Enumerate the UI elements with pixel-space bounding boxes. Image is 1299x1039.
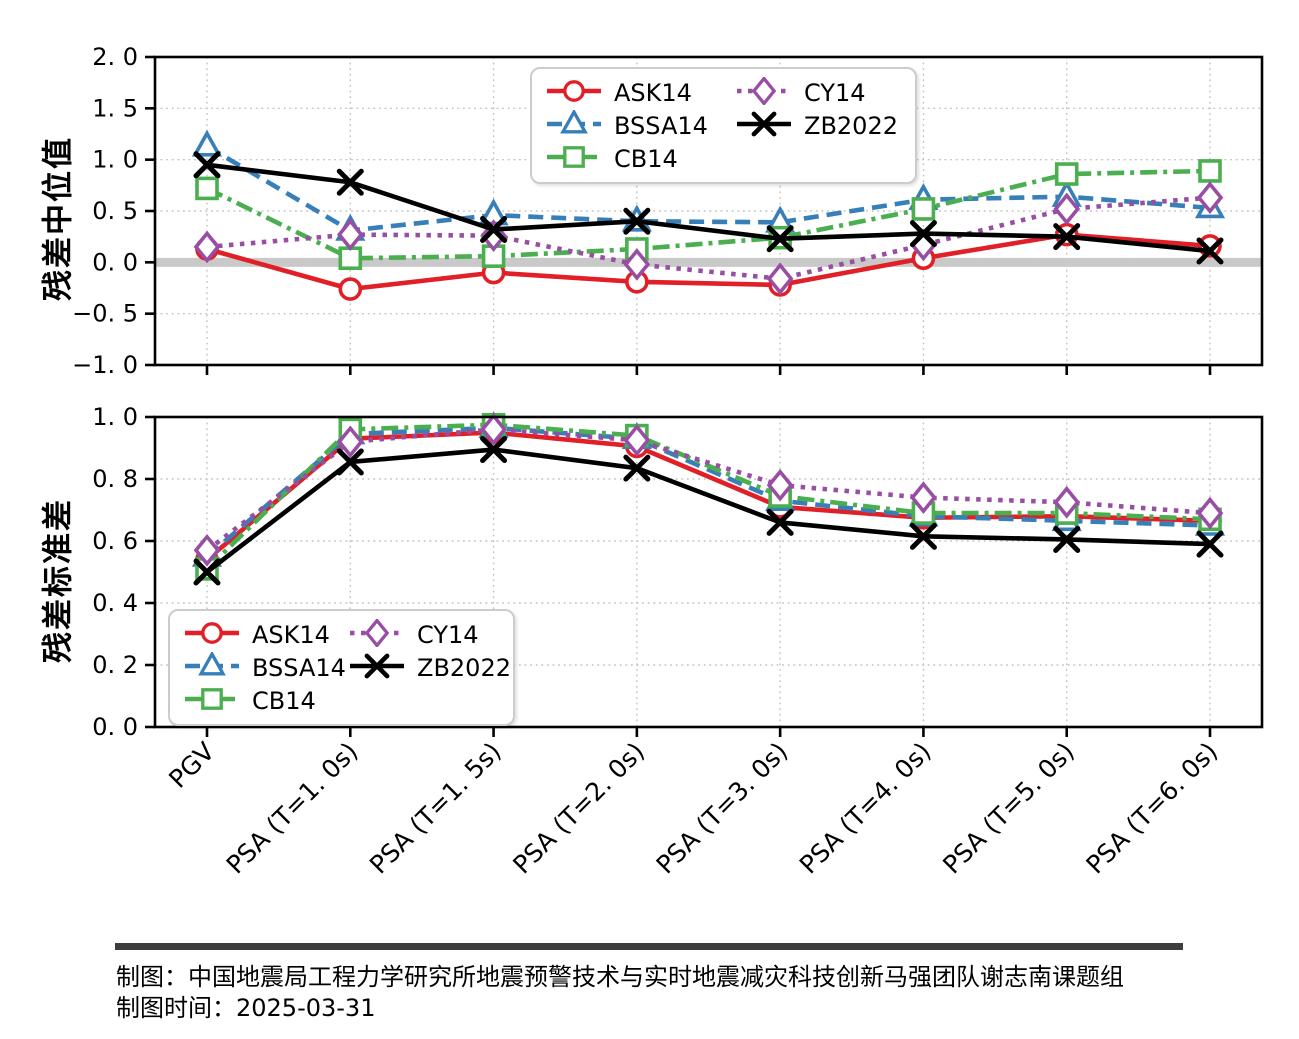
y-tick-label: −0. 5 <box>72 300 138 328</box>
legend-label: CB14 <box>252 686 316 715</box>
legend-label: CY14 <box>804 78 866 107</box>
legend-item-cb14: CB14 <box>546 143 736 175</box>
y-tick-label: −1. 0 <box>72 351 138 379</box>
y-tick-label: 0. 2 <box>92 651 138 679</box>
legend-item-ask14: ASK14 <box>184 619 349 651</box>
legend-label: ZB2022 <box>804 111 898 140</box>
legend-marker-triangle-icon <box>184 650 240 684</box>
x-tick-label: PSA (T=1. 5s) <box>364 737 507 880</box>
y-tick-label: 0. 0 <box>92 713 138 741</box>
y-tick-label: 0. 5 <box>92 197 138 225</box>
legend-marker-circle-icon <box>184 619 240 651</box>
y-tick-label: 1. 5 <box>92 94 138 122</box>
legend-item-bssa14: BSSA14 <box>546 108 736 142</box>
x-tick-label: PSA (T=5. 0s) <box>937 737 1080 880</box>
footer-date-text: 制图时间：2025-03-31 <box>116 994 376 1022</box>
legend-label: ASK14 <box>614 78 692 107</box>
legend-marker-triangle-icon <box>546 108 602 142</box>
legend-label: ASK14 <box>252 620 330 649</box>
y-axis-label-residual-median: 残差中位值 <box>40 136 77 301</box>
legend-item-bssa14: BSSA14 <box>184 650 349 684</box>
legend-item-cy14: CY14 <box>349 617 499 651</box>
legend-marker-x-icon <box>349 652 405 684</box>
legend-item-zb2022: ZB2022 <box>736 110 901 142</box>
x-tick-label: PSA (T=6. 0s) <box>1080 737 1223 880</box>
footer-separator <box>115 943 1183 950</box>
y-tick-label: 0. 4 <box>92 589 138 617</box>
y-tick-label: 1. 0 <box>92 146 138 174</box>
legend-label: BSSA14 <box>614 111 708 140</box>
legend-marker-square-icon <box>546 143 602 175</box>
x-tick-label: PGV <box>163 737 220 794</box>
x-tick-label: PSA (T=3. 0s) <box>651 737 794 880</box>
x-tick-label: PSA (T=4. 0s) <box>794 737 937 880</box>
legend-marker-circle-icon <box>546 77 602 109</box>
legend-label: CB14 <box>614 144 678 173</box>
legend-marker-square-icon <box>184 685 240 717</box>
legend-item-cb14: CB14 <box>184 685 349 717</box>
legend-marker-x-icon <box>736 110 792 142</box>
y-tick-label: 0. 8 <box>92 465 138 493</box>
y-axis-label-residual-std: 残差标准差 <box>40 498 77 663</box>
legend-marker-diamond-icon <box>349 617 405 651</box>
legend-bottom-chart: ASK14 BSSA14 CB14 CY14 ZB2022 <box>168 609 515 726</box>
legend-label: BSSA14 <box>252 653 346 682</box>
legend-item-ask14: ASK14 <box>546 77 736 109</box>
legend-item-zb2022: ZB2022 <box>349 652 511 684</box>
legend-top-chart: ASK14 BSSA14 CB14 CY14 ZB2022 <box>530 67 917 184</box>
y-tick-label: 0. 6 <box>92 527 138 555</box>
y-tick-label: 0. 0 <box>92 248 138 276</box>
y-tick-label: 1. 0 <box>92 403 138 431</box>
legend-item-cy14: CY14 <box>736 75 901 109</box>
x-tick-label: PSA (T=2. 0s) <box>507 737 650 880</box>
footer-credit-text: 制图：中国地震局工程力学研究所地震预警技术与实时地震减灾科技创新马强团队谢志南课… <box>116 963 1124 991</box>
x-tick-label: PSA (T=1. 0s) <box>221 737 364 880</box>
legend-label: CY14 <box>417 620 479 649</box>
y-tick-label: 2. 0 <box>92 43 138 71</box>
legend-label: ZB2022 <box>417 653 511 682</box>
legend-marker-diamond-icon <box>736 75 792 109</box>
